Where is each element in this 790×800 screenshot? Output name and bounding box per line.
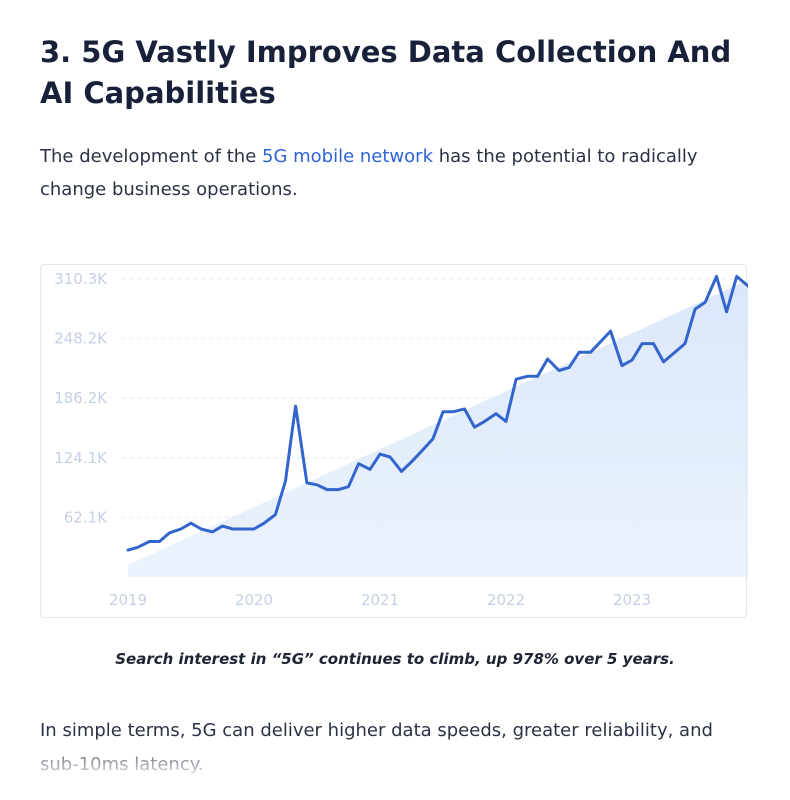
data-point — [326, 488, 329, 491]
data-point — [294, 405, 297, 408]
data-point — [420, 450, 423, 453]
data-point — [379, 453, 382, 456]
data-point — [179, 527, 182, 530]
data-point — [568, 366, 571, 369]
data-point — [389, 455, 392, 458]
data-point — [410, 460, 413, 463]
data-point — [148, 540, 151, 543]
data-point — [431, 437, 434, 440]
data-point — [347, 485, 350, 488]
data-point — [442, 410, 445, 413]
data-point — [494, 412, 497, 415]
x-tick-label: 2022 — [487, 591, 525, 609]
data-point — [337, 488, 340, 491]
data-point — [368, 468, 371, 471]
chart-caption: Search interest in “5G” continues to cli… — [115, 650, 675, 668]
data-point — [694, 308, 697, 311]
data-point — [578, 351, 581, 354]
data-point — [127, 549, 130, 552]
data-point — [137, 546, 140, 549]
data-point — [483, 420, 486, 423]
data-point — [253, 527, 256, 530]
y-tick-label: 310.3K — [54, 270, 108, 288]
data-point — [190, 522, 193, 525]
data-point — [652, 342, 655, 345]
x-tick-label: 2023 — [613, 591, 651, 609]
x-tick-label: 2021 — [361, 591, 399, 609]
data-point — [305, 481, 308, 484]
data-point — [715, 275, 718, 278]
data-point — [242, 527, 245, 530]
x-tick-label: 2019 — [109, 591, 147, 609]
data-point — [284, 479, 287, 482]
data-point — [620, 364, 623, 367]
data-point — [599, 340, 602, 343]
data-point — [263, 522, 266, 525]
body-paragraph: In simple terms, 5G can deliver higher d… — [40, 720, 713, 775]
data-point — [704, 301, 707, 304]
y-tick-label: 124.1K — [54, 449, 108, 467]
section-heading: 3. 5G Vastly Improves Data Collection An… — [40, 35, 732, 110]
data-point — [221, 525, 224, 528]
data-point — [735, 275, 738, 278]
data-point — [672, 352, 675, 355]
data-point — [463, 407, 466, 410]
data-point — [631, 358, 634, 361]
data-point — [400, 470, 403, 473]
data-point — [526, 375, 529, 378]
data-point — [505, 420, 508, 423]
data-point — [357, 462, 360, 465]
data-point — [683, 342, 686, 345]
data-point — [515, 378, 518, 381]
search-interest-chart: 62.1K 124.1K 186.2K 248.2K 310.3K 2019 2020 202… — [40, 264, 748, 618]
data-point — [452, 410, 455, 413]
data-point — [473, 426, 476, 429]
data-point — [557, 369, 560, 372]
data-point — [589, 351, 592, 354]
intro-paragraph: The development of the 5G mobile network… — [40, 140, 740, 206]
y-tick-label: 186.2K — [54, 389, 108, 407]
intro-text-end: has the potential to radically change bu… — [40, 146, 698, 200]
x-tick-label: 2020 — [235, 591, 273, 609]
data-point — [536, 375, 539, 378]
data-point — [168, 531, 171, 534]
data-point — [609, 330, 612, 333]
data-point — [289, 441, 292, 444]
data-point — [546, 357, 549, 360]
data-point — [231, 527, 234, 530]
chart-canvas: 62.1K 124.1K 186.2K 248.2K 310.3K 2019 2020 202… — [54, 270, 748, 609]
data-point — [200, 527, 203, 530]
data-point — [158, 540, 161, 543]
data-point — [316, 483, 319, 486]
series-line — [126, 274, 748, 552]
intro-text-start: The development of the — [40, 146, 262, 167]
data-point — [725, 310, 728, 313]
data-point — [662, 360, 665, 363]
y-tick-label: 62.1K — [64, 508, 108, 526]
data-point — [211, 530, 214, 533]
data-point — [274, 513, 277, 516]
y-tick-label: 248.2K — [54, 330, 108, 348]
5g-network-link[interactable]: 5G mobile network — [262, 146, 433, 167]
data-point — [641, 342, 644, 345]
